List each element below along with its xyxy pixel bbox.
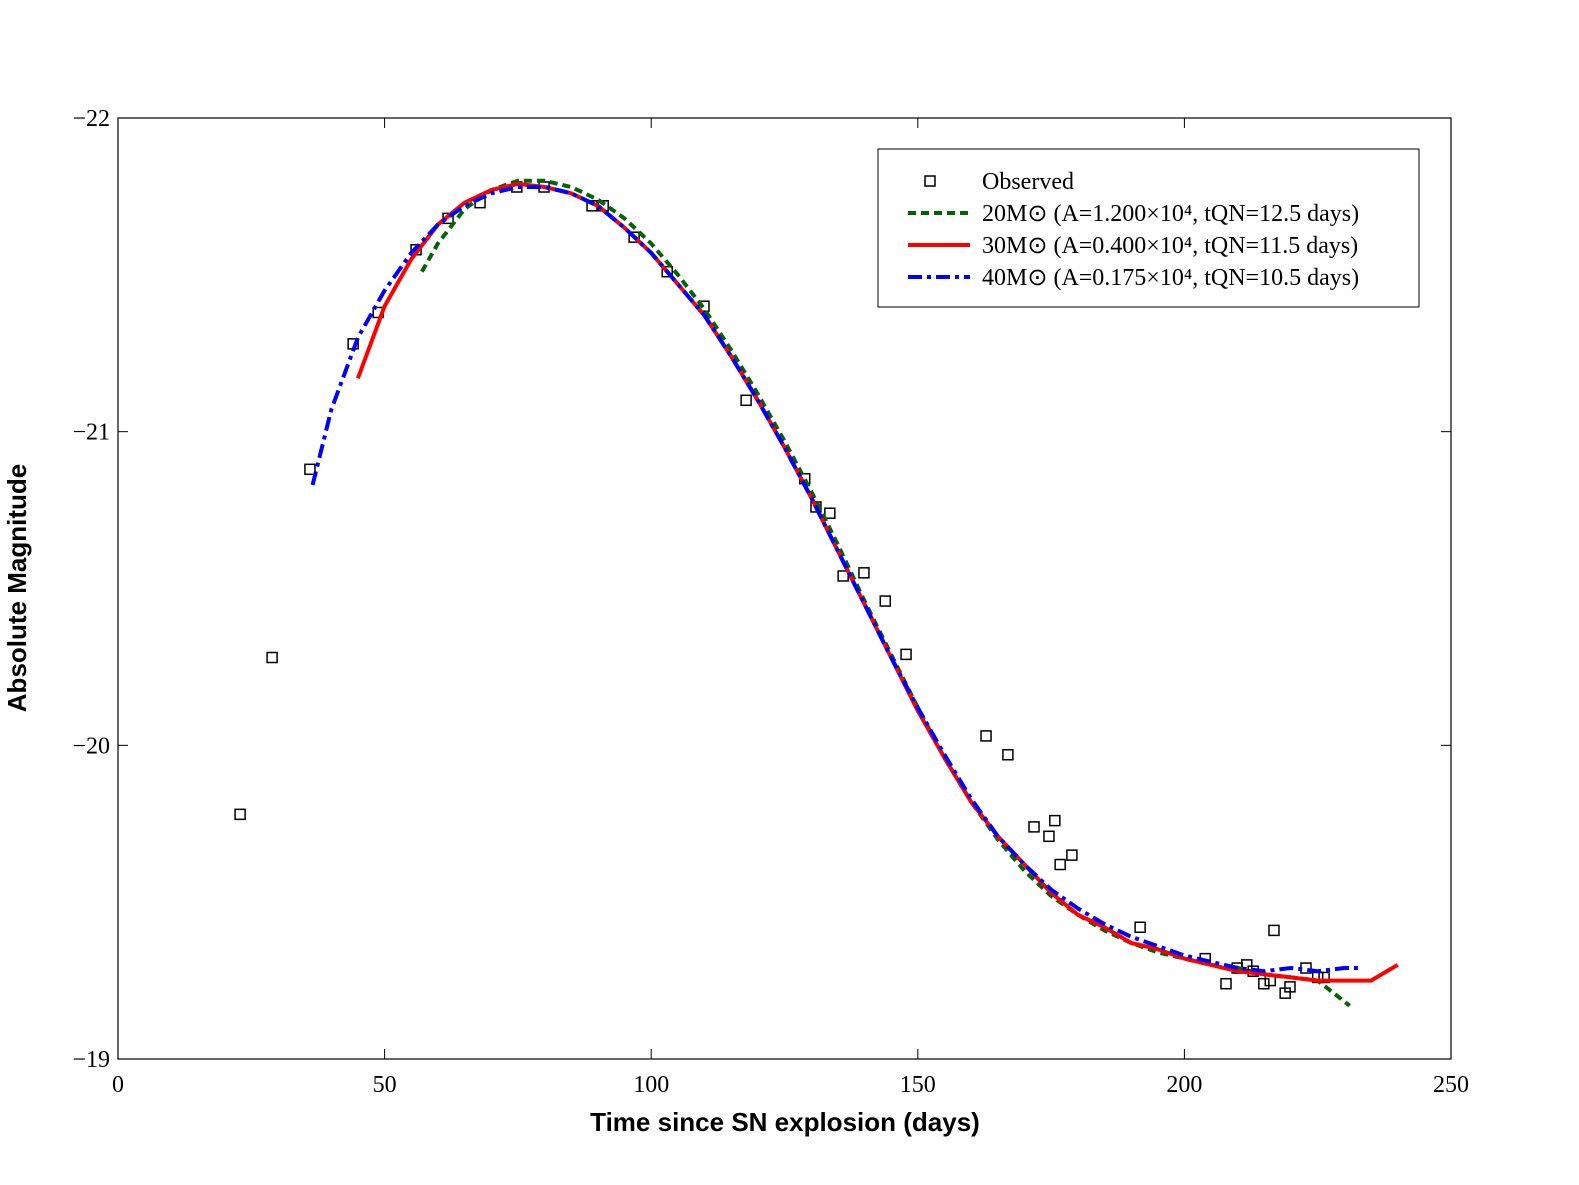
- data-point: [1054, 858, 1066, 871]
- data-point: [1049, 814, 1061, 827]
- legend-box: [877, 148, 1420, 308]
- data-point: [1002, 748, 1014, 761]
- data-point: [900, 648, 912, 661]
- data-point: [824, 507, 836, 519]
- data-point: [266, 651, 278, 664]
- legend-label: Observed: [982, 169, 1074, 195]
- data-point: [1220, 977, 1232, 990]
- plot-frame: [117, 117, 1452, 1060]
- y-axis-title: Absolute Magnitude: [2, 464, 32, 712]
- legend-label: 30M⊙ (A=0.400×10⁴, tQN=11.5 days): [982, 233, 1358, 259]
- y-tick-label: −21: [72, 420, 110, 446]
- data-point: [879, 595, 892, 607]
- data-point: [858, 567, 870, 579]
- data-point: [1284, 981, 1296, 993]
- data-point: [1066, 849, 1078, 861]
- legend-label: 40M⊙ (A=0.175×10⁴, tQN=10.5 days): [982, 265, 1359, 291]
- y-tick-label: −19: [72, 1047, 110, 1073]
- data-point: [980, 730, 992, 742]
- legend-marker: [924, 175, 936, 187]
- x-axis-title: Time since SN explosion (days): [590, 1107, 980, 1137]
- y-tick-label: −20: [72, 733, 110, 759]
- x-tick-label: 250: [1433, 1072, 1469, 1098]
- x-tick-label: 150: [900, 1072, 936, 1098]
- data-point: [1241, 959, 1253, 971]
- data-point: [1134, 921, 1146, 934]
- data-point: [304, 463, 316, 476]
- data-point: [740, 394, 752, 407]
- x-tick-label: 100: [633, 1072, 669, 1098]
- x-tick-label: 0: [112, 1072, 124, 1098]
- x-tick-label: 200: [1166, 1072, 1202, 1098]
- data-point: [661, 265, 673, 278]
- legend-label: 20M⊙ (A=1.200×10⁴, tQN=12.5 days): [982, 201, 1359, 227]
- x-tick-label: 50: [373, 1072, 397, 1098]
- data-point: [1028, 821, 1040, 833]
- y-tick-label: −22: [72, 106, 110, 132]
- data-point: [1043, 830, 1055, 843]
- data-point: [1258, 977, 1270, 990]
- curve: [310, 185, 1361, 974]
- data-point: [234, 808, 246, 821]
- data-point: [628, 231, 640, 243]
- data-point: [1268, 924, 1280, 937]
